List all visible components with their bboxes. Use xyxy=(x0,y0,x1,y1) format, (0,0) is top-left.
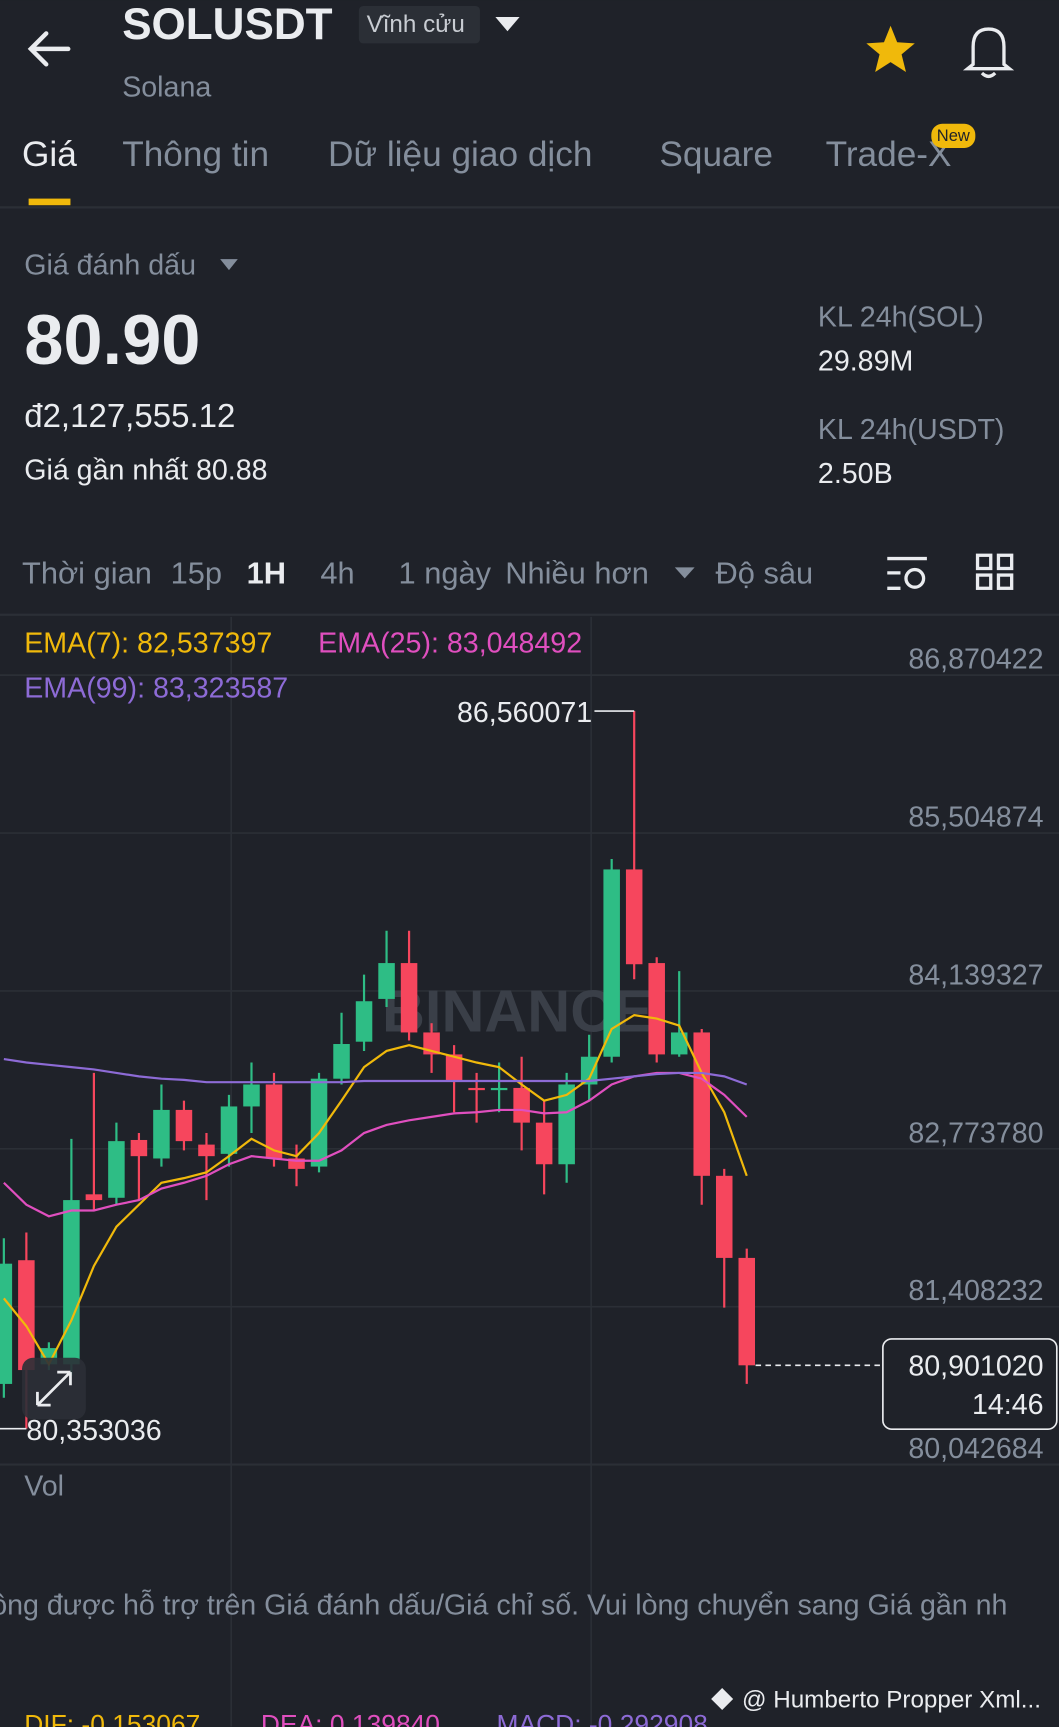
interval[interactable]: 4h xyxy=(320,555,354,590)
candle-body xyxy=(445,1054,463,1082)
y-tick-label: 84,139327 xyxy=(908,959,1043,991)
candle-body xyxy=(580,1056,598,1085)
candle-body xyxy=(738,1257,756,1366)
candle-body xyxy=(355,1001,373,1042)
interval[interactable]: 15p xyxy=(171,555,222,590)
candle-body xyxy=(153,1109,170,1159)
candle-body xyxy=(670,1032,688,1055)
contract-badge xyxy=(358,5,480,44)
favorite-star[interactable] xyxy=(866,25,915,73)
mark-price: 80.90 xyxy=(24,300,200,379)
symbol-dropdown[interactable] xyxy=(495,16,520,32)
candle-body xyxy=(648,963,665,1055)
fiat-price: đ2,127,555.12 xyxy=(24,397,235,434)
new-badge-text: New xyxy=(937,127,970,145)
y-tick-label: 81,408232 xyxy=(908,1275,1043,1307)
symbol: SOLUSDT xyxy=(122,0,332,49)
candle-body xyxy=(513,1087,530,1123)
candle-body xyxy=(558,1084,575,1165)
candle-body xyxy=(243,1084,260,1107)
stat-label: KL 24h(SOL) xyxy=(818,301,984,333)
last-price-box xyxy=(882,1338,1058,1430)
grid: 86,870422 85,504874 84,139327 82,773780 81,4… xyxy=(0,644,1059,1466)
tab[interactable]: Dữ liệu giao dịch xyxy=(328,135,592,174)
y-tick-label: 85,504874 xyxy=(908,802,1043,834)
price-type-dropdown[interactable] xyxy=(220,259,238,271)
candle-body xyxy=(535,1122,553,1165)
candle-body xyxy=(288,1158,305,1169)
stat-value: 29.89M xyxy=(818,346,913,378)
tab[interactable]: Giá xyxy=(22,135,77,174)
candle-body xyxy=(715,1175,733,1258)
credit: @ Humberto Propper Xml... xyxy=(742,1687,1041,1714)
countdown: 14:46 xyxy=(972,1389,1044,1421)
alert-bell[interactable] xyxy=(962,27,1015,79)
interval-more[interactable]: Nhiều hơn xyxy=(505,555,649,590)
ema-legend: EMA(25): 83,048492 xyxy=(318,627,582,659)
candle-body xyxy=(130,1139,148,1157)
macd-label: DIF: -0,153067 xyxy=(24,1709,200,1727)
depth-tab[interactable]: Độ sâu xyxy=(716,555,814,590)
candle-body xyxy=(310,1078,328,1167)
candle-body xyxy=(333,1044,350,1079)
candle-body xyxy=(18,1260,35,1371)
y-tick-label: 82,773780 xyxy=(908,1117,1043,1149)
candle-body xyxy=(490,1087,508,1091)
candle-body xyxy=(378,963,395,999)
interval[interactable]: 1 ngày xyxy=(399,555,492,590)
layout-toggle[interactable] xyxy=(975,553,1014,590)
candle-body xyxy=(220,1106,238,1154)
ema-line xyxy=(2,1013,748,1367)
tab[interactable]: Square xyxy=(659,135,773,174)
candle-body xyxy=(0,1263,13,1384)
credit-logo xyxy=(711,1688,734,1711)
coin-name: Solana xyxy=(122,71,211,103)
stat-label: KL 24h(USDT) xyxy=(818,414,1005,446)
candle-body xyxy=(85,1194,103,1201)
last-price: Giá gần nhất 80.88 xyxy=(24,455,267,487)
stat-value: 2.50B xyxy=(818,458,893,490)
candle-body xyxy=(625,869,643,965)
y-tick-label: 86,870422 xyxy=(908,644,1043,676)
vol-label: Vol xyxy=(24,1471,64,1503)
back-button[interactable] xyxy=(27,31,71,67)
more-dropdown[interactable] xyxy=(674,567,695,579)
indicator-settings[interactable] xyxy=(887,556,927,590)
candle-body xyxy=(603,869,620,1057)
ema-line xyxy=(3,1057,748,1086)
contract-type: Vĩnh cửu xyxy=(367,11,465,38)
price-type: Giá đánh dấu xyxy=(24,250,196,282)
ema-legend: EMA(99): 83,323587 xyxy=(24,672,288,704)
low-label: 80,353036 xyxy=(26,1415,161,1447)
interval-label: Thời gian xyxy=(22,555,152,590)
candle-body xyxy=(198,1144,215,1157)
interval[interactable]: 1H xyxy=(247,555,286,590)
new-badge xyxy=(931,123,976,148)
candle-body xyxy=(63,1200,80,1365)
tab[interactable]: Trade-X xyxy=(826,135,952,174)
ema-line xyxy=(3,1071,748,1218)
y-tick-label: 80,042684 xyxy=(908,1433,1043,1465)
macd-label: MACD: -0,292908 xyxy=(496,1709,707,1727)
fullscreen-icon xyxy=(36,1370,72,1407)
candle-body xyxy=(693,1032,710,1176)
tab[interactable]: Thông tin xyxy=(122,135,269,174)
ema-legend: EMA(7): 82,537397 xyxy=(24,627,272,659)
indicator-legend: EMA(7): 82,537397 EMA(25): 83,048492 EMA(9… xyxy=(24,627,582,704)
candle-body xyxy=(400,963,418,1033)
last-price-label: 80,901020 xyxy=(908,1350,1043,1382)
candle-body xyxy=(108,1141,125,1198)
candle-body xyxy=(468,1087,485,1091)
candle-body xyxy=(265,1084,283,1159)
candle-body xyxy=(175,1109,193,1142)
tab-indicator xyxy=(28,198,71,206)
plot-area: 86,560071 80,353036 80,901020 14:46 xyxy=(0,697,1058,1447)
notice: ông được hỗ trợ trên Giá đánh dấu/Giá ch… xyxy=(0,1588,1007,1621)
macd-label: DEA: 0,139840 xyxy=(261,1709,440,1727)
high-label: 86,560071 xyxy=(457,697,592,729)
